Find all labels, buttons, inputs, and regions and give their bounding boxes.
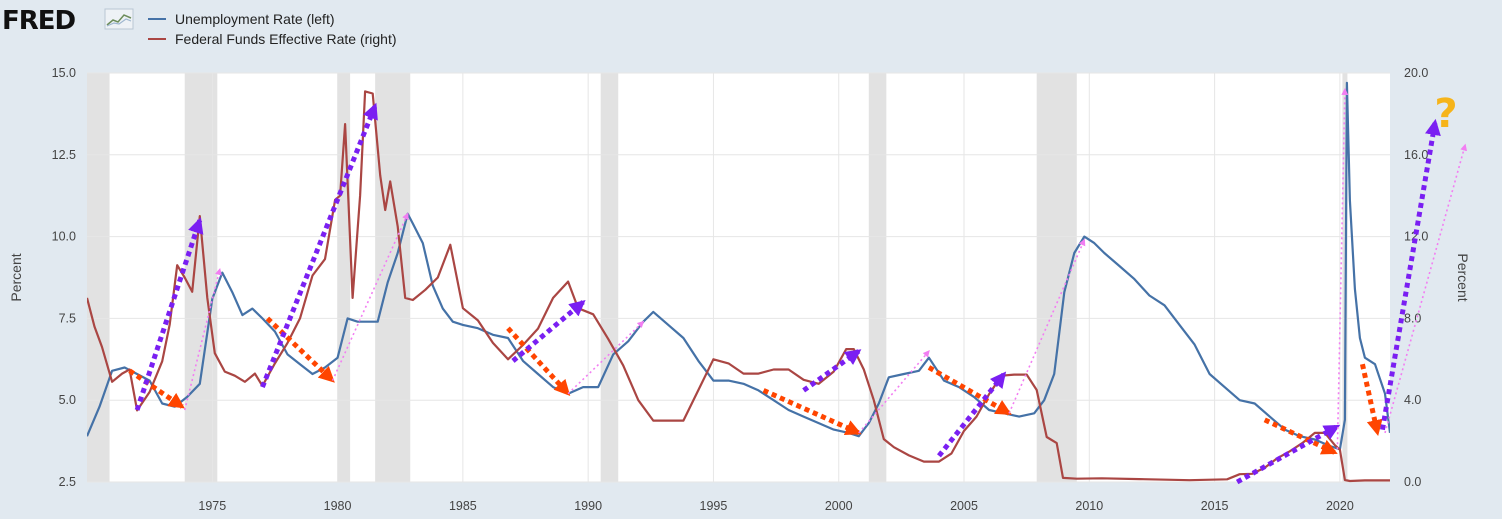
legend-swatch-fedfunds	[148, 38, 166, 40]
left-axis-title: Percent	[8, 253, 24, 301]
x-tick-label: 1990	[574, 499, 602, 513]
x-tick-label: 2015	[1201, 499, 1229, 513]
bold-dotted-arrow	[511, 299, 586, 363]
bold-dotted-arrow	[927, 365, 1012, 416]
bold-dotted-arrow	[134, 217, 204, 411]
x-tick-label: 1985	[449, 499, 477, 513]
x-tick-label: 2000	[825, 499, 853, 513]
left-tick-label: 7.5	[59, 311, 76, 325]
right-axis-title: Percent	[1455, 253, 1471, 301]
federal-funds-rate-line	[87, 90, 1390, 483]
bold-dotted-arrow	[260, 102, 378, 389]
bold-dotted-arrow	[265, 316, 335, 383]
recession-band	[87, 73, 110, 482]
bold-dotted-arrow	[1263, 417, 1338, 455]
thin-dotted-arrow	[331, 212, 409, 381]
series-group	[87, 81, 1390, 483]
recession-band	[1036, 73, 1077, 482]
chart-legend: Unemployment Rate (left) Federal Funds E…	[148, 9, 397, 49]
right-tick-label: 12.0	[1404, 230, 1428, 244]
x-tick-label: 2010	[1075, 499, 1103, 513]
thin-dotted-arrow	[183, 267, 222, 411]
left-tick-label: 5.0	[59, 393, 76, 407]
left-tick-label: 12.5	[52, 148, 76, 162]
right-tick-label: 8.0	[1404, 311, 1421, 325]
x-tick-label: 1975	[198, 499, 226, 513]
left-tick-label: 10.0	[52, 230, 76, 244]
bold-dotted-arrow	[802, 349, 862, 393]
right-tick-label: 4.0	[1404, 393, 1421, 407]
legend-item-fedfunds[interactable]: Federal Funds Effective Rate (right)	[148, 29, 397, 49]
recession-band	[600, 73, 619, 482]
legend-swatch-unemployment	[148, 18, 166, 20]
chart-logo-icon	[104, 8, 134, 30]
x-tick-label: 1995	[700, 499, 728, 513]
left-tick-label: 15.0	[52, 66, 76, 80]
question-mark-annotation: ?	[1434, 91, 1457, 137]
right-tick-label: 0.0	[1404, 475, 1421, 489]
legend-label-fedfunds: Federal Funds Effective Rate (right)	[175, 31, 397, 47]
x-tick-label: 2005	[950, 499, 978, 513]
bold-dotted-arrow	[128, 368, 185, 409]
thin-dotted-arrow	[567, 320, 645, 395]
bold-dotted-arrow	[1380, 118, 1441, 431]
recession-band	[868, 73, 887, 482]
left-tick-label: 2.5	[59, 475, 76, 489]
bold-dotted-arrow	[1359, 363, 1383, 437]
unemployment-rate-line	[87, 81, 1390, 451]
plot-area	[87, 73, 1390, 482]
recession-band	[375, 73, 411, 482]
thin-dotted-arrow	[1008, 238, 1086, 414]
x-tick-label: 1980	[324, 499, 352, 513]
x-tick-label: 2020	[1326, 499, 1354, 513]
legend-item-unemployment[interactable]: Unemployment Rate (left)	[148, 9, 397, 29]
bold-dotted-arrow	[1235, 424, 1341, 485]
right-tick-label: 20.0	[1404, 66, 1428, 80]
right-tick-label: 16.0	[1404, 148, 1428, 162]
fred-logo[interactable]: FRED	[2, 6, 76, 36]
legend-label-unemployment: Unemployment Rate (left)	[175, 11, 335, 27]
bold-dotted-arrow	[506, 326, 571, 397]
